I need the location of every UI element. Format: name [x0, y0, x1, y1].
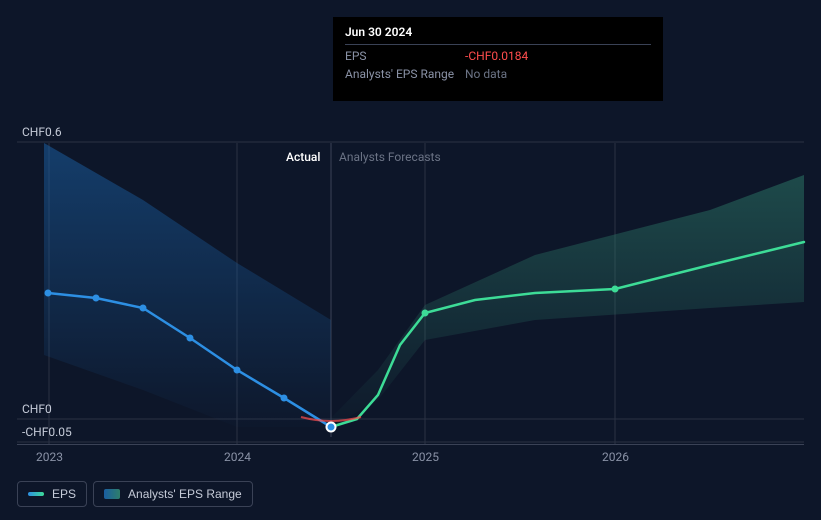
range-forecast-area [331, 175, 804, 427]
tooltip-row-label: EPS [345, 49, 465, 63]
x-axis-label: 2025 [412, 450, 439, 464]
x-axis-label: 2026 [602, 450, 629, 464]
legend-swatch-range [104, 489, 120, 499]
tooltip-row-label: Analysts' EPS Range [345, 67, 465, 81]
hover-tooltip: Jun 30 2024 EPS-CHF0.0184Analysts' EPS R… [333, 17, 663, 101]
y-axis-label: CHF0 [22, 402, 52, 416]
eps-forecast-chart: CHF0.6 CHF0 -CHF0.05 Actual Analysts Forec… [0, 0, 821, 520]
legend-swatch-eps [28, 492, 44, 496]
legend: EPS Analysts' EPS Range [17, 481, 253, 507]
section-label-actual: Actual [286, 150, 320, 164]
y-axis-label: CHF0.6 [22, 125, 62, 139]
x-axis-label: 2023 [36, 450, 63, 464]
x-axis-label: 2024 [224, 450, 251, 464]
legend-item-range[interactable]: Analysts' EPS Range [93, 481, 253, 507]
y-axis-label: -CHF0.05 [22, 425, 72, 439]
tooltip-row-value: -CHF0.0184 [465, 49, 528, 63]
section-label-forecast: Analysts Forecasts [339, 150, 441, 164]
legend-label-eps: EPS [52, 487, 76, 501]
legend-label-range: Analysts' EPS Range [128, 487, 242, 501]
tooltip-row-value: No data [465, 67, 507, 81]
tooltip-date: Jun 30 2024 [345, 25, 651, 45]
x-axis-baseline [17, 444, 804, 445]
range-actual-area [44, 143, 331, 427]
legend-item-eps[interactable]: EPS [17, 481, 87, 507]
